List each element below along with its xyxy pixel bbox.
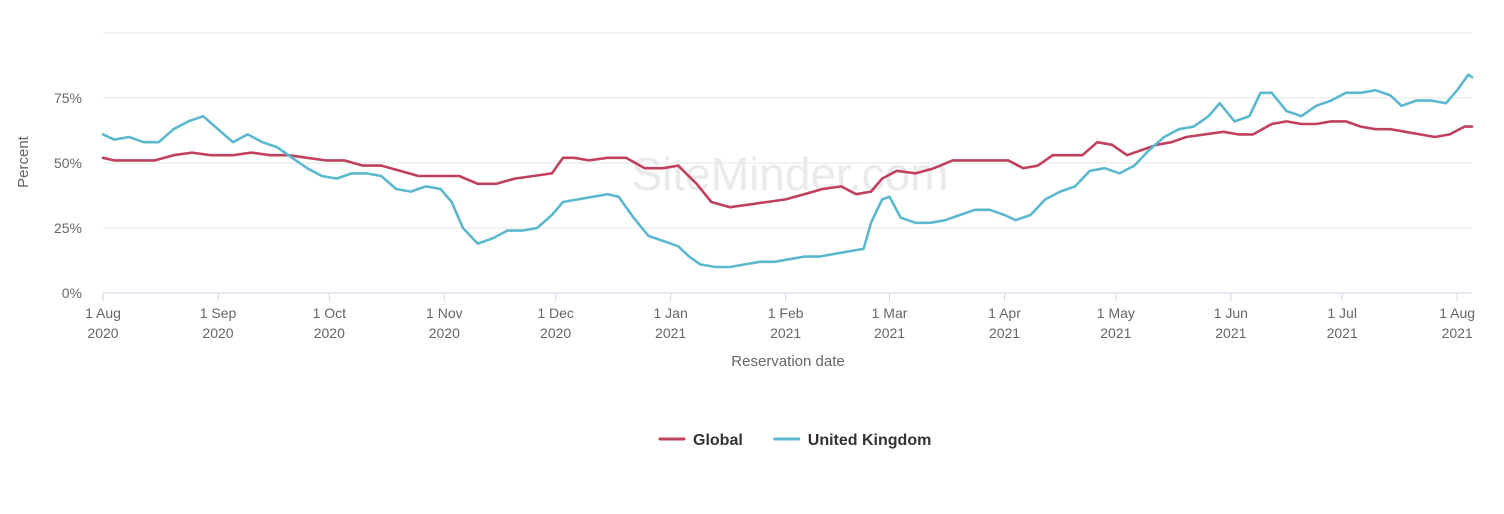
legend-label: Global: [693, 432, 743, 449]
x-tick-label-month: 1 Nov: [426, 305, 463, 321]
x-tick-label-year: 2021: [1327, 325, 1358, 341]
watermark: SiteMinder.com: [631, 148, 948, 200]
x-tick-label-month: 1 Dec: [537, 305, 574, 321]
x-tick-label-year: 2020: [202, 325, 233, 341]
x-tick-label-month: 1 Aug: [1439, 305, 1475, 321]
x-tick-label-month: 1 Jul: [1327, 305, 1357, 321]
x-tick-label-month: 1 Oct: [313, 305, 347, 321]
x-tick-label-month: 1 Sep: [200, 305, 237, 321]
x-axis: 1 Aug 2020 1 Sep 2020 1 Oct 2020 1 Nov 2020 1 De…: [85, 292, 1475, 341]
gridlines: [103, 32, 1472, 294]
x-tick-label-year: 2021: [1442, 325, 1473, 341]
x-tick-label-year: 2020: [314, 325, 345, 341]
x-tick-label-year: 2021: [655, 325, 686, 341]
x-tick-label-month: 1 Jan: [654, 305, 688, 321]
series-line-global: [101, 120, 1474, 209]
x-tick-label-year: 2020: [429, 325, 460, 341]
x-tick-label-year: 2021: [989, 325, 1020, 341]
legend-item-global[interactable]: Global: [658, 432, 743, 449]
x-tick-label-month: 1 Mar: [872, 305, 908, 321]
x-tick-label-month: 1 Apr: [988, 305, 1021, 321]
x-tick-label-month: 1 Aug: [85, 305, 121, 321]
x-tick-label-month: 1 May: [1097, 305, 1135, 321]
y-axis: 0% 25% 50% 75%: [54, 90, 82, 301]
y-axis-title: Percent: [15, 135, 32, 188]
y-tick-label: 25%: [54, 220, 82, 236]
legend: Global United Kingdom: [658, 432, 932, 449]
y-tick-label: 50%: [54, 155, 82, 171]
y-tick-label: 0%: [62, 285, 82, 301]
x-tick-label-year: 2021: [770, 325, 801, 341]
x-tick-label-year: 2021: [874, 325, 905, 341]
series-lines: [101, 73, 1474, 269]
x-tick-label-year: 2021: [1100, 325, 1131, 341]
legend-label: United Kingdom: [808, 432, 932, 449]
x-tick-label-year: 2021: [1215, 325, 1246, 341]
legend-item-united-kingdom[interactable]: United Kingdom: [773, 432, 932, 449]
x-tick-label-month: 1 Feb: [768, 305, 804, 321]
x-tick-label-year: 2020: [540, 325, 571, 341]
x-tick-label-month: 1 Jun: [1214, 305, 1248, 321]
x-axis-title: Reservation date: [731, 353, 844, 370]
series-line-united-kingdom: [101, 73, 1474, 269]
y-tick-label: 75%: [54, 90, 82, 106]
x-tick-label-year: 2020: [87, 325, 118, 341]
